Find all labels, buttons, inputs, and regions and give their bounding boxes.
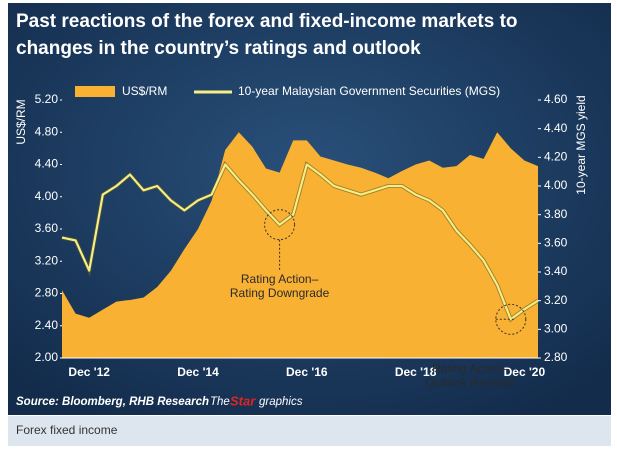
logo-graphics: graphics <box>259 396 303 408</box>
y2-tick-label: 3.40 <box>544 264 568 278</box>
caption: Forex fixed income <box>16 423 118 437</box>
y2-tick-label: 3.20 <box>544 293 568 307</box>
annotation-circle <box>264 209 296 241</box>
annotation: Outlook Revision <box>425 375 516 389</box>
x-tick-label: Dec '12 <box>68 365 110 379</box>
y-tick-label: 2.00 <box>35 350 59 364</box>
y2-tick-label: 3.80 <box>544 207 568 221</box>
y2-tick-label: 4.20 <box>544 150 568 164</box>
chart-title: changes in the country’s ratings and out… <box>16 38 421 59</box>
y-tick-label: 4.80 <box>35 124 59 138</box>
caption-box <box>8 416 611 446</box>
annotation: Rating Action– <box>432 361 510 375</box>
y2-tick-label: 4.60 <box>544 92 568 106</box>
y2-tick-label: 3.60 <box>544 236 568 250</box>
y-tick-label: 4.00 <box>35 189 59 203</box>
y-tick-label: 3.20 <box>35 253 59 267</box>
source: Source: Bloomberg, RHB Research <box>16 396 209 408</box>
y-axis-label: US$/RM <box>14 99 28 144</box>
y2-tick-label: 3.00 <box>544 322 568 336</box>
y2-tick-label: 4.40 <box>544 121 568 135</box>
y2-tick-label: 4.00 <box>544 178 568 192</box>
y-tick-label: 5.20 <box>35 92 59 106</box>
x-tick-label: Dec '14 <box>177 365 219 379</box>
x-tick-label: Dec '20 <box>504 365 546 379</box>
annotation: Rating Downgrade <box>230 286 330 300</box>
x-tick-label: Dec '18 <box>395 365 437 379</box>
logo-the: The <box>210 396 230 408</box>
chart-title: Past reactions of the forex and fixed-in… <box>16 11 518 32</box>
y-tick-label: 3.60 <box>35 221 59 235</box>
y2-axis-label: 10-year MGS yield <box>574 95 588 194</box>
y2-tick-label: 2.80 <box>544 350 568 364</box>
x-tick-label: Dec '16 <box>286 365 328 379</box>
annotation-circle <box>495 303 527 335</box>
line <box>61 163 539 321</box>
legend-swatch <box>75 86 115 97</box>
y-tick-label: 4.40 <box>35 157 59 171</box>
y-tick-label: 2.80 <box>35 286 59 300</box>
annotation: Rating Action– <box>241 272 319 286</box>
legend-label: US$/RM <box>122 84 167 98</box>
y-tick-label: 2.40 <box>35 318 59 332</box>
area <box>62 132 538 358</box>
legend-label: 10-year Malaysian Government Securities … <box>238 84 500 98</box>
logo-star: Star <box>230 393 256 408</box>
